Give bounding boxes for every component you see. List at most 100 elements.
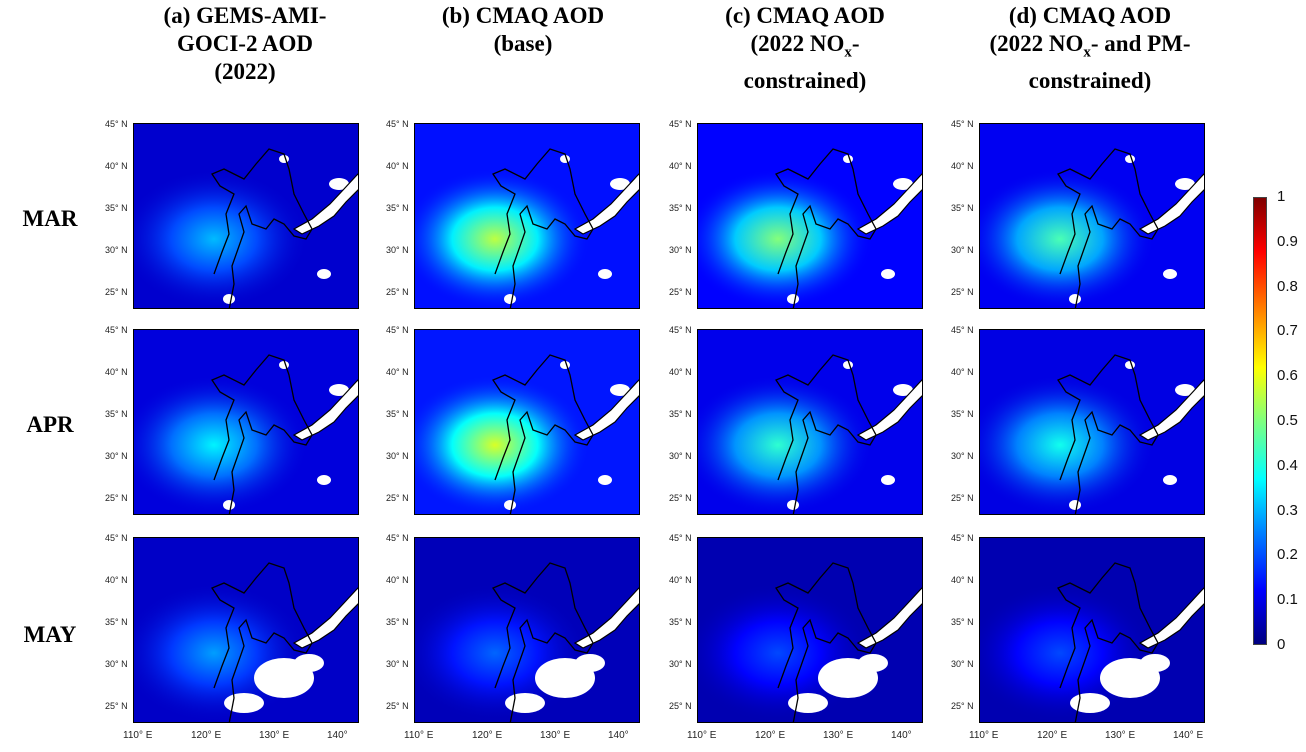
missing-data-patch bbox=[610, 384, 630, 396]
map-panel bbox=[414, 329, 640, 515]
japan-coastline bbox=[1138, 173, 1204, 235]
lat-tick-label: 25° N bbox=[669, 493, 692, 503]
map-panel bbox=[979, 123, 1205, 309]
coastline bbox=[492, 562, 594, 722]
lat-tick-label: 25° N bbox=[951, 493, 974, 503]
missing-data-patch bbox=[317, 475, 331, 485]
lat-tick-label: 25° N bbox=[105, 287, 128, 297]
lon-tick-label: 110° E bbox=[123, 730, 153, 741]
map-panel bbox=[133, 123, 359, 309]
missing-data-patch bbox=[223, 500, 235, 510]
missing-data-patch bbox=[843, 361, 853, 369]
colorbar-tick-label: 0 bbox=[1277, 636, 1286, 653]
missing-data-patch bbox=[598, 475, 612, 485]
missing-data-patch bbox=[1069, 294, 1081, 304]
lon-tick-label: 110° E bbox=[969, 730, 999, 741]
coastline bbox=[1057, 354, 1159, 514]
map-panel bbox=[697, 123, 923, 309]
lon-tick-label: 140° bbox=[608, 730, 629, 741]
aod-map bbox=[698, 330, 922, 514]
missing-data-patch bbox=[787, 294, 799, 304]
japan-coastline bbox=[292, 173, 358, 235]
missing-data-patch bbox=[329, 384, 349, 396]
lat-tick-label: 35° N bbox=[669, 203, 692, 213]
lat-tick-label: 45° N bbox=[951, 325, 974, 335]
aod-map bbox=[698, 124, 922, 308]
aod-map bbox=[134, 124, 358, 308]
lat-tick-label: 25° N bbox=[951, 701, 974, 711]
lat-tick-label: 30° N bbox=[105, 451, 128, 461]
lat-tick-label: 30° N bbox=[386, 451, 409, 461]
colorbar bbox=[1253, 197, 1267, 645]
missing-data-patch bbox=[1125, 155, 1135, 163]
column-title-c: (c) CMAQ AOD (2022 NOx- constrained) bbox=[725, 3, 885, 93]
lon-tick-label: 120° E bbox=[1037, 730, 1068, 741]
lat-tick-label: 45° N bbox=[386, 119, 409, 129]
lon-tick-label: 120° E bbox=[191, 730, 222, 741]
lat-tick-label: 30° N bbox=[669, 659, 692, 669]
missing-data-patch bbox=[1163, 269, 1177, 279]
lat-tick-label: 35° N bbox=[951, 617, 974, 627]
lat-tick-label: 45° N bbox=[105, 119, 128, 129]
column-title-d: (d) CMAQ AOD (2022 NOx- and PM- constrai… bbox=[989, 3, 1191, 93]
lat-tick-label: 45° N bbox=[386, 325, 409, 335]
missing-data-patch bbox=[279, 361, 289, 369]
aod-map bbox=[415, 124, 639, 308]
lat-tick-label: 40° N bbox=[105, 575, 128, 585]
japan-coastline bbox=[856, 587, 922, 649]
lon-tick-label: 120° E bbox=[472, 730, 503, 741]
missing-data-patch bbox=[1125, 361, 1135, 369]
lat-tick-label: 35° N bbox=[386, 409, 409, 419]
lat-tick-label: 25° N bbox=[386, 493, 409, 503]
lon-tick-label: 130° E bbox=[823, 730, 854, 741]
lat-tick-label: 35° N bbox=[386, 617, 409, 627]
missing-data-patch bbox=[881, 269, 895, 279]
aod-map bbox=[698, 538, 922, 722]
lat-tick-label: 40° N bbox=[669, 161, 692, 171]
colorbar-tick-label: 0.1 bbox=[1277, 591, 1298, 609]
missing-data-patch bbox=[560, 361, 570, 369]
column-title-b: (b) CMAQ AOD (base) bbox=[441, 3, 605, 56]
missing-data-patch bbox=[881, 475, 895, 485]
missing-data-patch bbox=[788, 693, 828, 713]
japan-coastline bbox=[573, 587, 639, 649]
japan-coastline bbox=[573, 173, 639, 235]
lon-tick-label: 120° E bbox=[755, 730, 786, 741]
lat-tick-label: 30° N bbox=[105, 659, 128, 669]
colorbar-tick-label: 1 bbox=[1277, 188, 1286, 205]
missing-data-patch bbox=[294, 654, 324, 672]
coastline bbox=[492, 354, 594, 514]
lon-tick-label: 110° E bbox=[404, 730, 434, 741]
lat-tick-label: 30° N bbox=[951, 451, 974, 461]
japan-coastline bbox=[573, 379, 639, 441]
coastline bbox=[1057, 562, 1159, 722]
row-label-mar: MAR bbox=[22, 206, 78, 231]
lat-tick-label: 40° N bbox=[951, 575, 974, 585]
lat-tick-label: 40° N bbox=[669, 367, 692, 377]
missing-data-patch bbox=[504, 500, 516, 510]
missing-data-patch bbox=[787, 500, 799, 510]
map-panel bbox=[133, 537, 359, 723]
missing-data-patch bbox=[1175, 178, 1195, 190]
row-label-apr: APR bbox=[26, 412, 74, 437]
missing-data-patch bbox=[223, 294, 235, 304]
lon-tick-label: 140° bbox=[891, 730, 912, 741]
coastline bbox=[492, 148, 594, 308]
missing-data-patch bbox=[1175, 384, 1195, 396]
lat-tick-label: 45° N bbox=[386, 533, 409, 543]
aod-map bbox=[134, 538, 358, 722]
missing-data-patch bbox=[329, 178, 349, 190]
japan-coastline bbox=[292, 587, 358, 649]
lat-tick-label: 25° N bbox=[669, 701, 692, 711]
missing-data-patch bbox=[505, 693, 545, 713]
map-panel bbox=[414, 537, 640, 723]
lat-tick-label: 35° N bbox=[669, 409, 692, 419]
colorbar-tick-label: 0.2 bbox=[1277, 546, 1298, 564]
missing-data-patch bbox=[504, 294, 516, 304]
lat-tick-label: 45° N bbox=[951, 119, 974, 129]
aod-map bbox=[415, 330, 639, 514]
lat-tick-label: 25° N bbox=[951, 287, 974, 297]
aod-map bbox=[415, 538, 639, 722]
lat-tick-label: 35° N bbox=[669, 617, 692, 627]
coastline bbox=[211, 562, 313, 722]
